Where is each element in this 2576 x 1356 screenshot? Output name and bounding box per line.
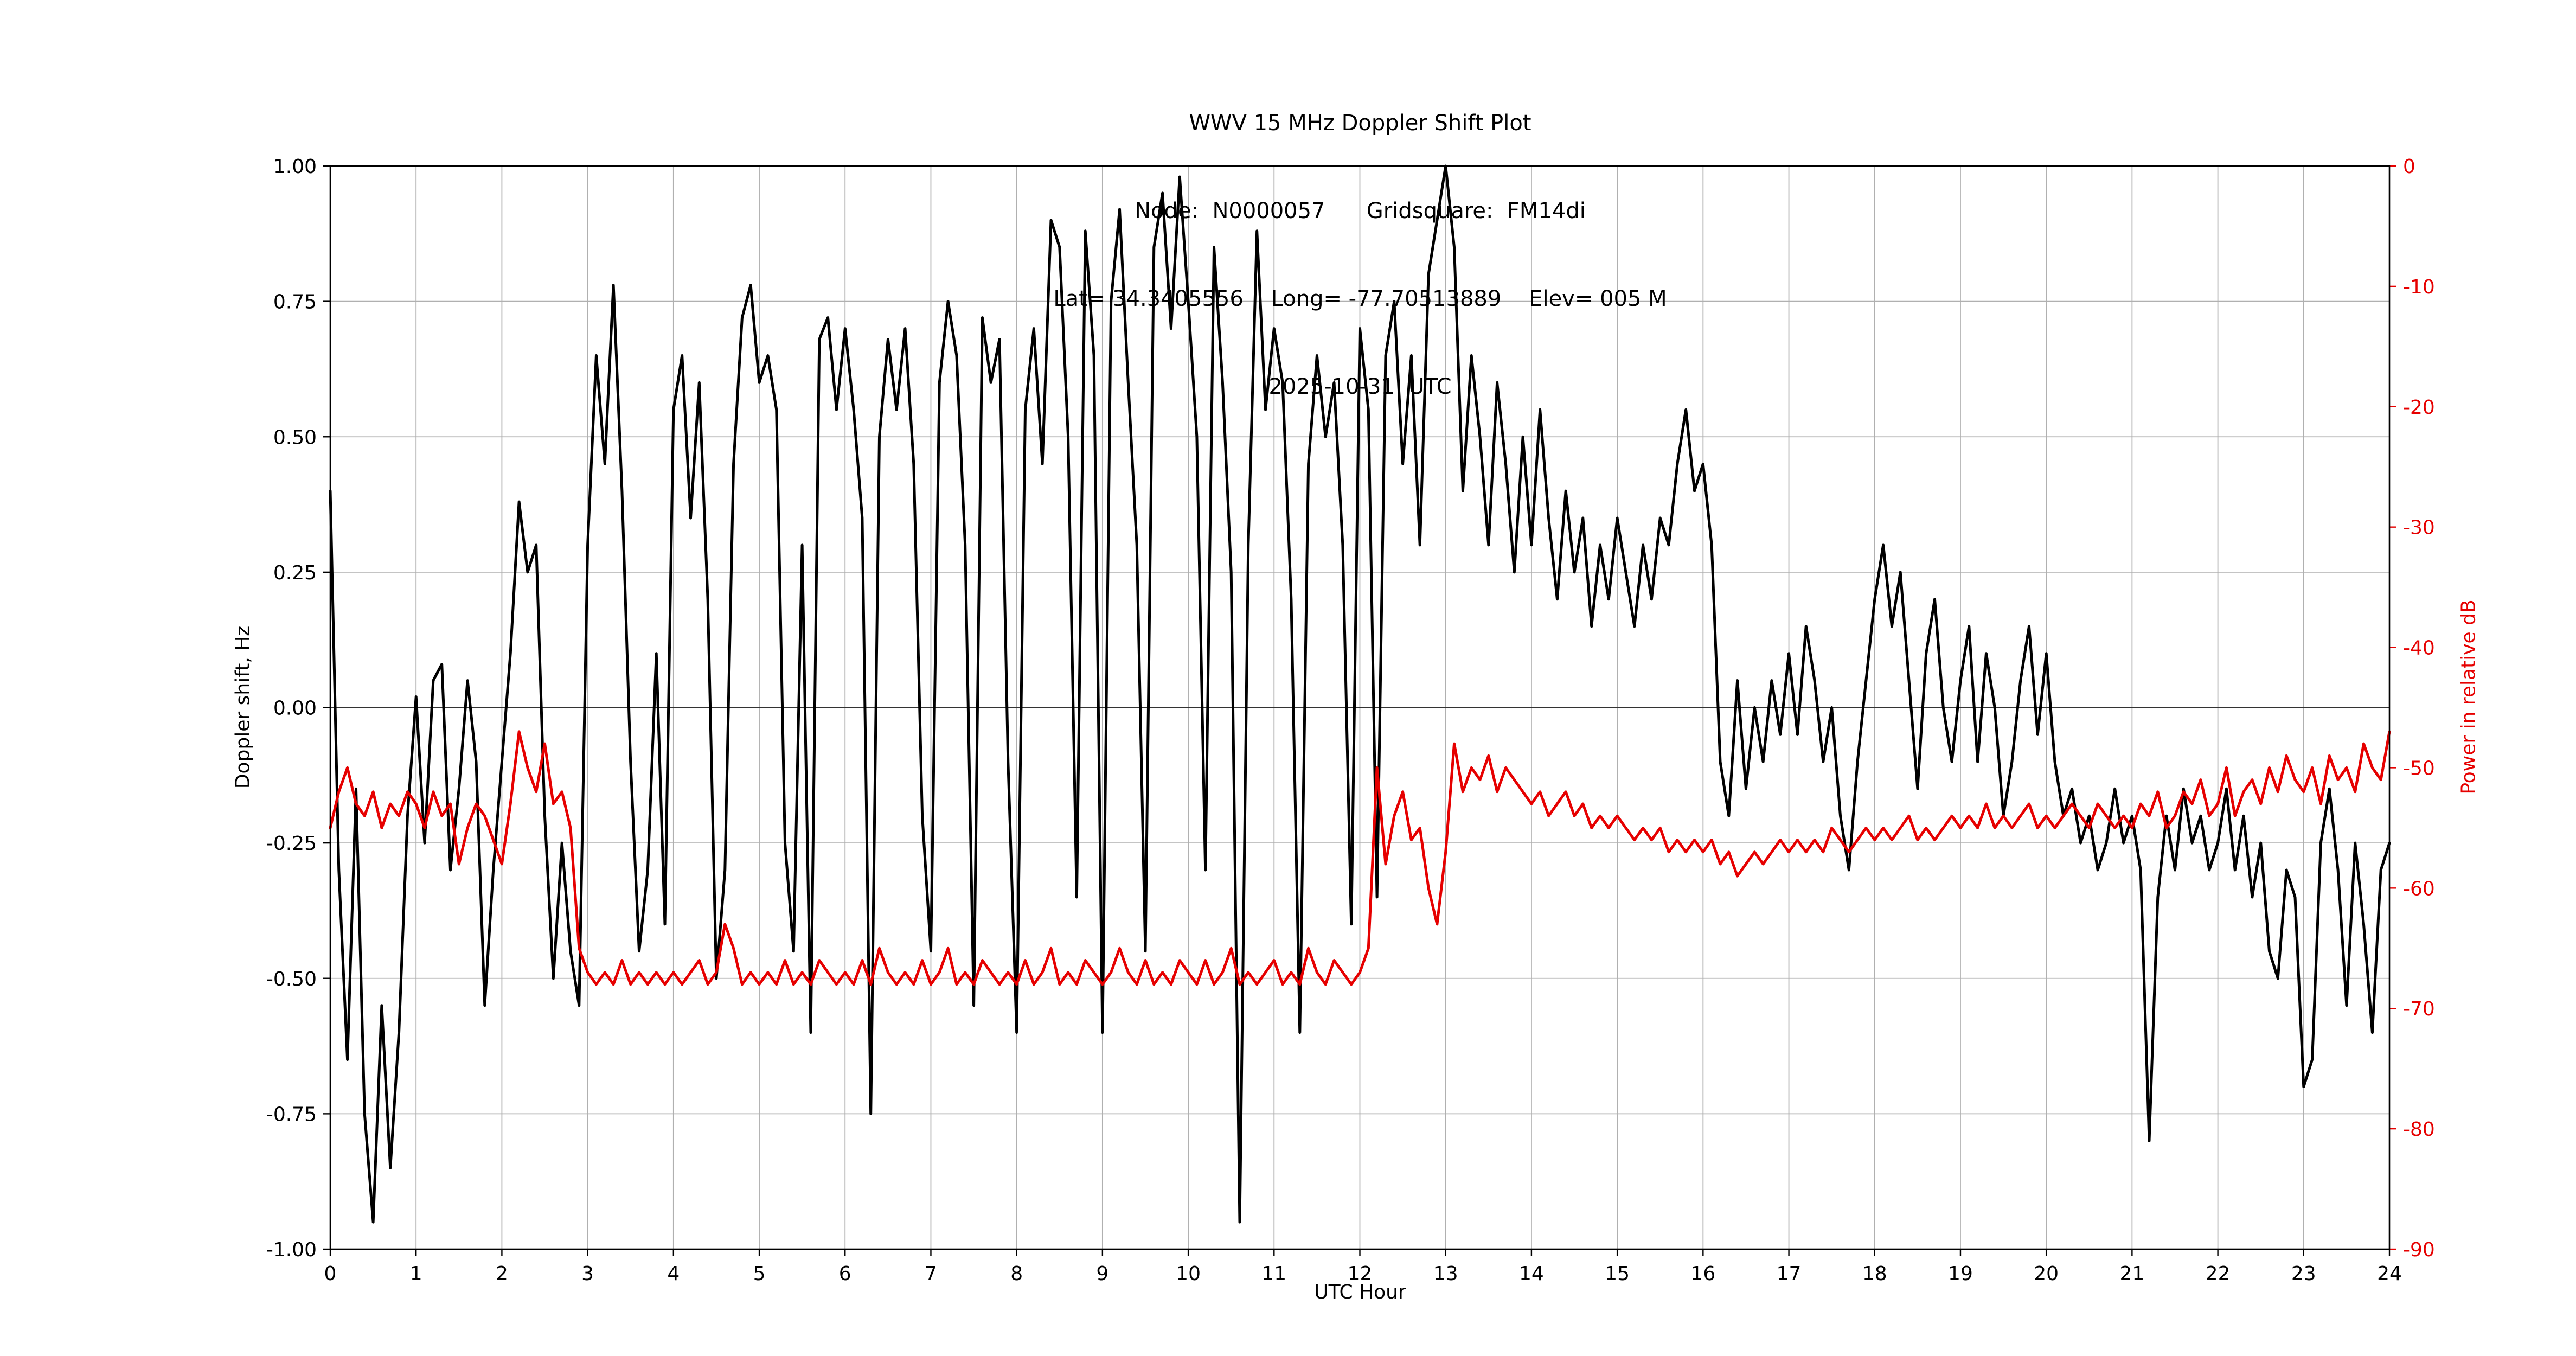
- tick-label: -50: [2403, 757, 2435, 779]
- tick-label: -0.50: [266, 968, 317, 990]
- chart-subtitle-date: 2025-10-31 UTC: [1268, 374, 1452, 399]
- axes-ticks-labels: 0 1 2 3 4 5 6 7 8 9 10 11 12 13 14 15 16 17 18 19 20 21 22 23 24…: [266, 156, 2435, 1285]
- tick-label: 1: [410, 1263, 422, 1285]
- tick-label: -90: [2403, 1239, 2435, 1261]
- tick-label: 14: [1519, 1263, 1544, 1285]
- plot-border: [329, 165, 2391, 1250]
- chart-subtitle-location: Lat= 34.3405556 Long= -77.70513889 Elev=…: [1053, 286, 1667, 311]
- tick-label: 1.00: [273, 156, 317, 178]
- tick-label: 4: [667, 1263, 680, 1285]
- tick-label: -40: [2403, 637, 2435, 660]
- doppler-series-line: [329, 164, 2391, 1224]
- tick-label: 23: [2291, 1263, 2316, 1285]
- power-series-line: [329, 730, 2391, 986]
- tick-label: -60: [2403, 878, 2435, 900]
- tick-label: 20: [2034, 1263, 2059, 1285]
- tick-label: 24: [2377, 1263, 2402, 1285]
- tick-label: 13: [1433, 1263, 1458, 1285]
- y-axis-label-right: Power in relative dB: [2457, 599, 2480, 795]
- tick-label: -10: [2403, 276, 2435, 298]
- tick-label: 17: [1777, 1263, 1802, 1285]
- tick-label: 0.00: [273, 698, 317, 720]
- x-axis-label: UTC Hour: [1314, 1281, 1406, 1303]
- tick-label: 22: [2206, 1263, 2231, 1285]
- tick-label: 19: [1948, 1263, 1973, 1285]
- tick-label: 0.50: [273, 426, 317, 449]
- tick-label: 9: [1096, 1263, 1108, 1285]
- tick-label: -80: [2403, 1118, 2435, 1141]
- chart-title-block: WWV 15 MHz Doppler Shift Plot Node: N000…: [331, 50, 2389, 431]
- tick-label: 10: [1176, 1263, 1201, 1285]
- tick-label: 3: [581, 1263, 594, 1285]
- tick-label: -20: [2403, 396, 2435, 419]
- tick-label: 11: [1261, 1263, 1286, 1285]
- tick-label: 18: [1862, 1263, 1887, 1285]
- tick-label: -30: [2403, 517, 2435, 539]
- chart-subtitle-node: Node: N0000057 Gridsquare: FM14di: [1135, 199, 1586, 223]
- tick-label: 0.75: [273, 291, 317, 314]
- tick-label: 0: [2403, 156, 2415, 178]
- tick-label: -0.25: [266, 833, 317, 855]
- tick-label: 15: [1605, 1263, 1630, 1285]
- tick-label: -0.75: [266, 1103, 317, 1125]
- tick-label: 5: [753, 1263, 766, 1285]
- series-lines: [329, 164, 2391, 1224]
- tick-label: 21: [2119, 1263, 2144, 1285]
- tick-label: 8: [1010, 1263, 1023, 1285]
- tick-label: 7: [925, 1263, 937, 1285]
- tick-label: 16: [1690, 1263, 1715, 1285]
- tick-label: -1.00: [266, 1239, 317, 1261]
- tick-label: 6: [839, 1263, 851, 1285]
- tick-label: -70: [2403, 998, 2435, 1020]
- chart-title: WWV 15 MHz Doppler Shift Plot: [1189, 111, 1531, 136]
- tick-label: 0.25: [273, 562, 317, 584]
- tick-label: 0: [324, 1263, 337, 1285]
- tick-label: 2: [496, 1263, 508, 1285]
- tick-label: 12: [1348, 1263, 1373, 1285]
- y-axis-label-left: Doppler shift, Hz: [232, 625, 254, 789]
